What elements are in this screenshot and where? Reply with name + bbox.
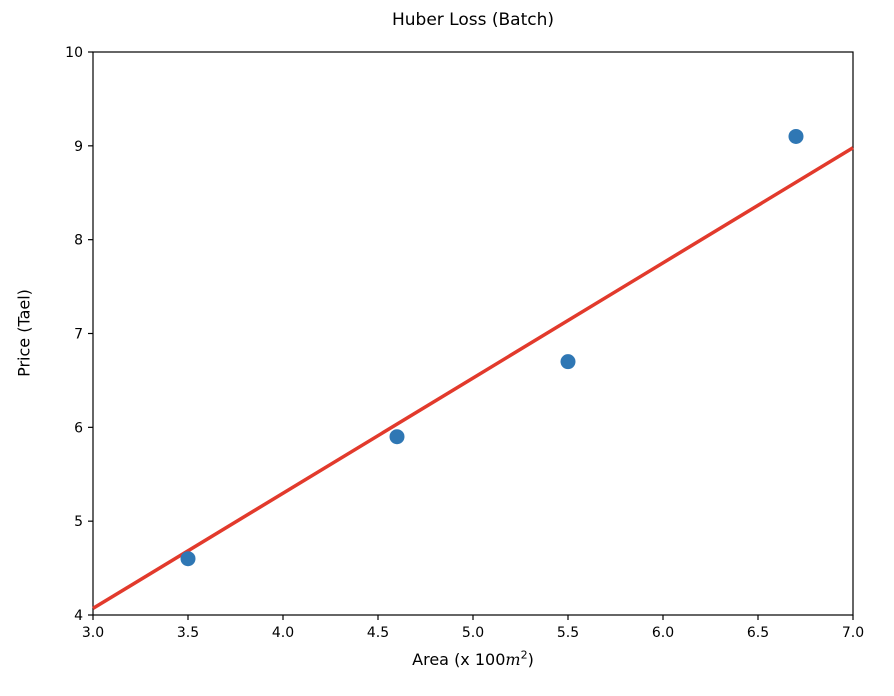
x-axis-label: Area (x 100m2) [93,650,853,669]
data-point [180,551,196,567]
x-tick-label: 3.0 [82,625,104,641]
x-tick-label: 4.0 [272,625,294,641]
x-tick-label: 5.5 [557,625,579,641]
y-tick-label: 7 [74,327,83,343]
x-axis-label-close: ) [527,650,534,669]
x-tick-label: 3.5 [177,625,199,641]
y-tick-label: 4 [74,608,83,624]
x-tick-label: 5.0 [462,625,484,641]
x-axis-label-text: Area (x 100 [412,650,506,669]
chart-title: Huber Loss (Batch) [391,10,555,30]
y-tick-label: 5 [74,514,83,530]
x-tick-label: 6.0 [652,625,674,641]
fit-line [92,146,854,610]
data-point [788,128,804,144]
y-tick-label: 6 [74,420,83,436]
data-point [389,429,405,445]
data-point [560,354,576,370]
x-tick-label: 4.5 [367,625,389,641]
axes-spines [92,51,854,616]
y-tick-label: 9 [74,139,83,155]
y-tick-label: 8 [74,233,83,249]
y-tick-label: 10 [65,45,83,61]
x-tick-label: 7.0 [842,625,864,641]
x-axis-label-variable: m [505,650,521,669]
x-tick-label: 6.5 [747,625,769,641]
x-axis-label-exponent: 2 [520,648,528,662]
y-axis-label: Price (Tael) [14,289,34,377]
